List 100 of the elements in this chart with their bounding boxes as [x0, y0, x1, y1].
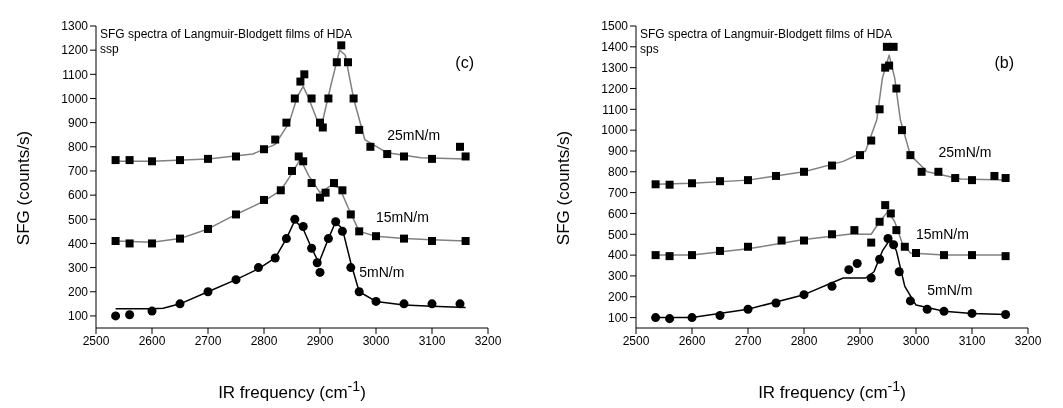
y-tick-label: 400	[607, 248, 629, 263]
chart-title: SFG spectra of Langmuir-Blodgett films of HDA	[640, 27, 893, 42]
point	[176, 234, 184, 243]
point	[875, 105, 884, 114]
point	[290, 214, 300, 224]
point	[744, 242, 752, 251]
point	[744, 176, 752, 185]
series-label: 25mN/m	[938, 144, 992, 161]
point	[651, 251, 660, 260]
point	[282, 118, 291, 127]
point	[688, 179, 696, 188]
y-tick-label: 1500	[601, 19, 629, 34]
point	[772, 171, 780, 180]
y-tick-label: 800	[67, 140, 89, 155]
point	[427, 299, 437, 309]
text: sps	[640, 42, 660, 57]
point	[875, 217, 884, 226]
x-tick-label: 2500	[82, 333, 110, 348]
point	[461, 152, 470, 161]
x-tick-label: 3100	[418, 333, 446, 348]
point	[307, 243, 317, 253]
point	[383, 150, 392, 159]
point	[889, 240, 899, 250]
point	[148, 157, 156, 166]
point	[148, 239, 156, 248]
point	[428, 237, 436, 246]
point	[912, 249, 920, 258]
point	[323, 234, 333, 244]
x-tick-label: 3100	[958, 333, 986, 348]
point	[355, 125, 364, 134]
y-tick-label: 1000	[601, 123, 629, 138]
point	[688, 251, 696, 260]
point	[665, 252, 674, 261]
point	[852, 258, 862, 268]
series-label: 5mN/m	[927, 281, 973, 298]
y-axis-title: SFG (counts/s)	[14, 130, 33, 246]
point	[332, 58, 341, 67]
point	[856, 151, 864, 160]
x-tick-label: 2900	[846, 333, 874, 348]
point	[400, 152, 408, 161]
point	[232, 152, 240, 161]
text: ssp	[100, 42, 120, 57]
point	[894, 267, 904, 277]
point	[917, 167, 926, 176]
point	[968, 251, 976, 260]
point	[455, 299, 465, 309]
point	[898, 126, 906, 135]
point	[800, 167, 808, 176]
point	[176, 156, 184, 165]
point	[800, 236, 808, 245]
point	[716, 246, 724, 255]
y-tick-label: 300	[67, 260, 89, 275]
y-tick-label: 1300	[601, 60, 629, 75]
point	[111, 237, 120, 246]
point	[204, 154, 212, 163]
point	[260, 145, 268, 154]
point	[866, 273, 876, 283]
y-tick-label: 200	[67, 285, 89, 300]
point	[276, 186, 285, 195]
point	[905, 296, 915, 306]
point	[337, 41, 346, 50]
y-tick-label: 600	[67, 188, 89, 203]
x-tick-label: 2800	[250, 333, 278, 348]
y-tick-label: 900	[67, 115, 89, 130]
point	[346, 263, 356, 273]
point	[687, 313, 697, 323]
point	[456, 142, 464, 151]
point	[665, 314, 675, 324]
point	[125, 239, 134, 248]
point	[260, 195, 268, 204]
point	[399, 299, 409, 309]
point	[204, 224, 212, 233]
y-tick-label: 1000	[61, 91, 89, 106]
y-tick-label: 600	[607, 206, 629, 221]
point	[270, 253, 280, 263]
point	[889, 42, 898, 51]
point	[939, 306, 949, 316]
x-tick-label: 3200	[474, 333, 502, 348]
chart-title: SFG spectra of Langmuir-Blodgett films of HDA	[100, 27, 353, 42]
x-tick-label: 2700	[194, 333, 222, 348]
point	[271, 135, 280, 144]
point	[867, 238, 876, 247]
point	[827, 281, 837, 291]
x-tick-label: 3000	[902, 333, 930, 348]
point	[940, 251, 948, 260]
point	[922, 304, 932, 314]
point	[296, 77, 305, 86]
x-tick-label: 3000	[362, 333, 390, 348]
y-tick-label: 200	[607, 290, 629, 305]
point	[300, 70, 309, 79]
point	[400, 234, 408, 243]
y-tick-label: 1100	[62, 67, 89, 82]
point	[968, 176, 976, 185]
point	[883, 233, 893, 243]
point	[1001, 309, 1011, 319]
x-tick-label: 2800	[790, 333, 818, 348]
point	[951, 174, 960, 183]
point	[338, 186, 347, 195]
point	[828, 161, 836, 170]
point	[967, 308, 977, 318]
